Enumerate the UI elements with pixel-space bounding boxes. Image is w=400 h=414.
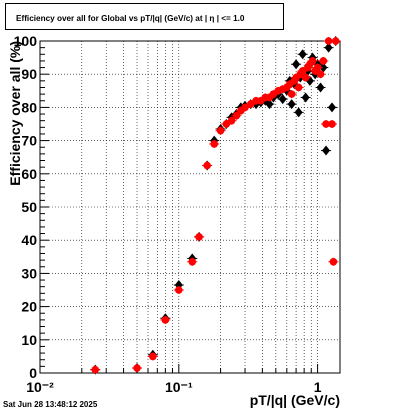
y-tick-label: 20 bbox=[21, 299, 37, 315]
data-point-red bbox=[149, 352, 157, 361]
data-point-red bbox=[301, 73, 310, 82]
data-point-red bbox=[232, 111, 241, 120]
data-point-red bbox=[91, 365, 100, 374]
y-tick-label: 0 bbox=[29, 365, 37, 381]
y-axis-label: Efficiency over all (%) bbox=[7, 41, 23, 186]
data-point-black bbox=[292, 59, 301, 70]
y-tick-label: 90 bbox=[21, 66, 37, 82]
data-point-red bbox=[216, 126, 225, 135]
data-point-red bbox=[203, 161, 211, 170]
title-box: Efficiency over all for Global vs pT/|q|… bbox=[5, 3, 284, 30]
data-point-red bbox=[313, 63, 322, 72]
data-point-red bbox=[308, 57, 317, 65]
y-tick-label: 30 bbox=[21, 265, 37, 281]
data-point-black bbox=[328, 102, 337, 113]
data-point-red bbox=[210, 140, 219, 148]
data-point-red bbox=[324, 37, 333, 45]
data-point-red bbox=[287, 90, 296, 98]
data-point-red bbox=[322, 120, 330, 128]
x-axis-label: pT/|q| (GeV/c) bbox=[250, 392, 340, 408]
data-point-black bbox=[265, 99, 274, 110]
data-point-black bbox=[301, 92, 310, 103]
y-tick-label: 100 bbox=[14, 33, 38, 49]
data-point-red bbox=[133, 364, 141, 372]
data-point-black bbox=[294, 107, 303, 118]
chart-title: Efficiency over all for Global vs pT/|q|… bbox=[16, 14, 245, 23]
data-point-red bbox=[328, 120, 336, 128]
y-tick-label: 10 bbox=[21, 332, 37, 348]
y-tick-label: 70 bbox=[21, 133, 37, 149]
data-point-black bbox=[319, 62, 328, 73]
data-point-red bbox=[227, 116, 236, 125]
y-tick-label: 40 bbox=[21, 232, 37, 248]
y-tick-label: 80 bbox=[21, 99, 37, 115]
data-point-black bbox=[324, 42, 333, 53]
data-point-black bbox=[287, 99, 296, 110]
data-point-red bbox=[195, 233, 203, 241]
y-tick-label: 50 bbox=[21, 199, 37, 215]
timestamp: Sat Jun 28 13:48:12 2025 bbox=[3, 400, 98, 409]
data-point-red bbox=[316, 70, 325, 78]
data-point-red bbox=[188, 257, 197, 266]
data-point-red bbox=[294, 83, 303, 92]
x-tick-label: 10⁻¹ bbox=[165, 379, 193, 395]
data-point-black bbox=[316, 82, 325, 93]
y-tick-label: 60 bbox=[21, 166, 37, 182]
x-tick-label: 10⁻² bbox=[26, 379, 54, 395]
data-point-red bbox=[319, 57, 328, 65]
data-point-red bbox=[331, 37, 340, 45]
x-tick-label: 1 bbox=[314, 379, 322, 395]
data-point-red bbox=[161, 316, 170, 324]
data-point-black bbox=[322, 145, 331, 156]
data-point-red bbox=[175, 286, 183, 294]
data-point-red bbox=[241, 103, 249, 112]
data-point-black bbox=[298, 49, 307, 60]
data-point-red bbox=[329, 257, 338, 266]
data-point-black bbox=[278, 94, 287, 105]
